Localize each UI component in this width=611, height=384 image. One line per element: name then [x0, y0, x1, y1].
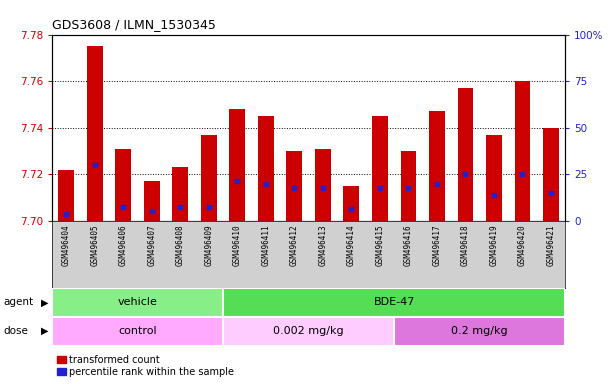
Bar	[429, 111, 445, 221]
Text: GSM496418: GSM496418	[461, 224, 470, 266]
Bar	[52, 288, 223, 317]
Legend: transformed count, percentile rank within the sample: transformed count, percentile rank withi…	[57, 355, 235, 377]
Text: GSM496404: GSM496404	[62, 224, 71, 266]
Bar	[514, 81, 530, 221]
Bar	[258, 116, 274, 221]
Bar	[229, 109, 245, 221]
Bar	[315, 149, 331, 221]
Bar	[458, 88, 473, 221]
Bar	[372, 116, 388, 221]
Text: GSM496420: GSM496420	[518, 224, 527, 266]
Text: GSM496411: GSM496411	[262, 224, 270, 266]
Text: GSM496414: GSM496414	[347, 224, 356, 266]
Bar	[223, 317, 394, 346]
Text: GDS3608 / ILMN_1530345: GDS3608 / ILMN_1530345	[52, 18, 216, 31]
Text: GSM496406: GSM496406	[119, 224, 128, 266]
Text: GSM496412: GSM496412	[290, 224, 299, 266]
Bar	[144, 181, 159, 221]
Bar	[401, 151, 416, 221]
Text: dose: dose	[3, 326, 28, 336]
Text: control: control	[118, 326, 157, 336]
Bar	[59, 170, 74, 221]
Text: GSM496417: GSM496417	[433, 224, 441, 266]
Text: GSM496413: GSM496413	[318, 224, 327, 266]
Bar	[172, 167, 188, 221]
Text: ▶: ▶	[41, 326, 48, 336]
Bar	[543, 127, 559, 221]
Text: GSM496410: GSM496410	[233, 224, 242, 266]
Bar	[52, 317, 223, 346]
Bar	[343, 186, 359, 221]
Text: 0.2 mg/kg: 0.2 mg/kg	[452, 326, 508, 336]
Text: GSM496408: GSM496408	[176, 224, 185, 266]
Bar	[486, 135, 502, 221]
Text: GSM496415: GSM496415	[375, 224, 384, 266]
Bar	[115, 149, 131, 221]
Text: agent: agent	[3, 297, 33, 308]
Text: GSM496407: GSM496407	[147, 224, 156, 266]
Bar	[394, 317, 565, 346]
Text: GSM496409: GSM496409	[204, 224, 213, 266]
Text: ▶: ▶	[41, 297, 48, 308]
Text: GSM496416: GSM496416	[404, 224, 413, 266]
Text: GSM496419: GSM496419	[489, 224, 499, 266]
Bar	[223, 288, 565, 317]
Bar	[87, 46, 103, 221]
Bar	[287, 151, 302, 221]
Bar	[201, 135, 216, 221]
Text: vehicle: vehicle	[117, 297, 158, 308]
Text: 0.002 mg/kg: 0.002 mg/kg	[273, 326, 344, 336]
Text: BDE-47: BDE-47	[373, 297, 415, 308]
Text: GSM496421: GSM496421	[546, 224, 555, 266]
Text: GSM496405: GSM496405	[90, 224, 99, 266]
